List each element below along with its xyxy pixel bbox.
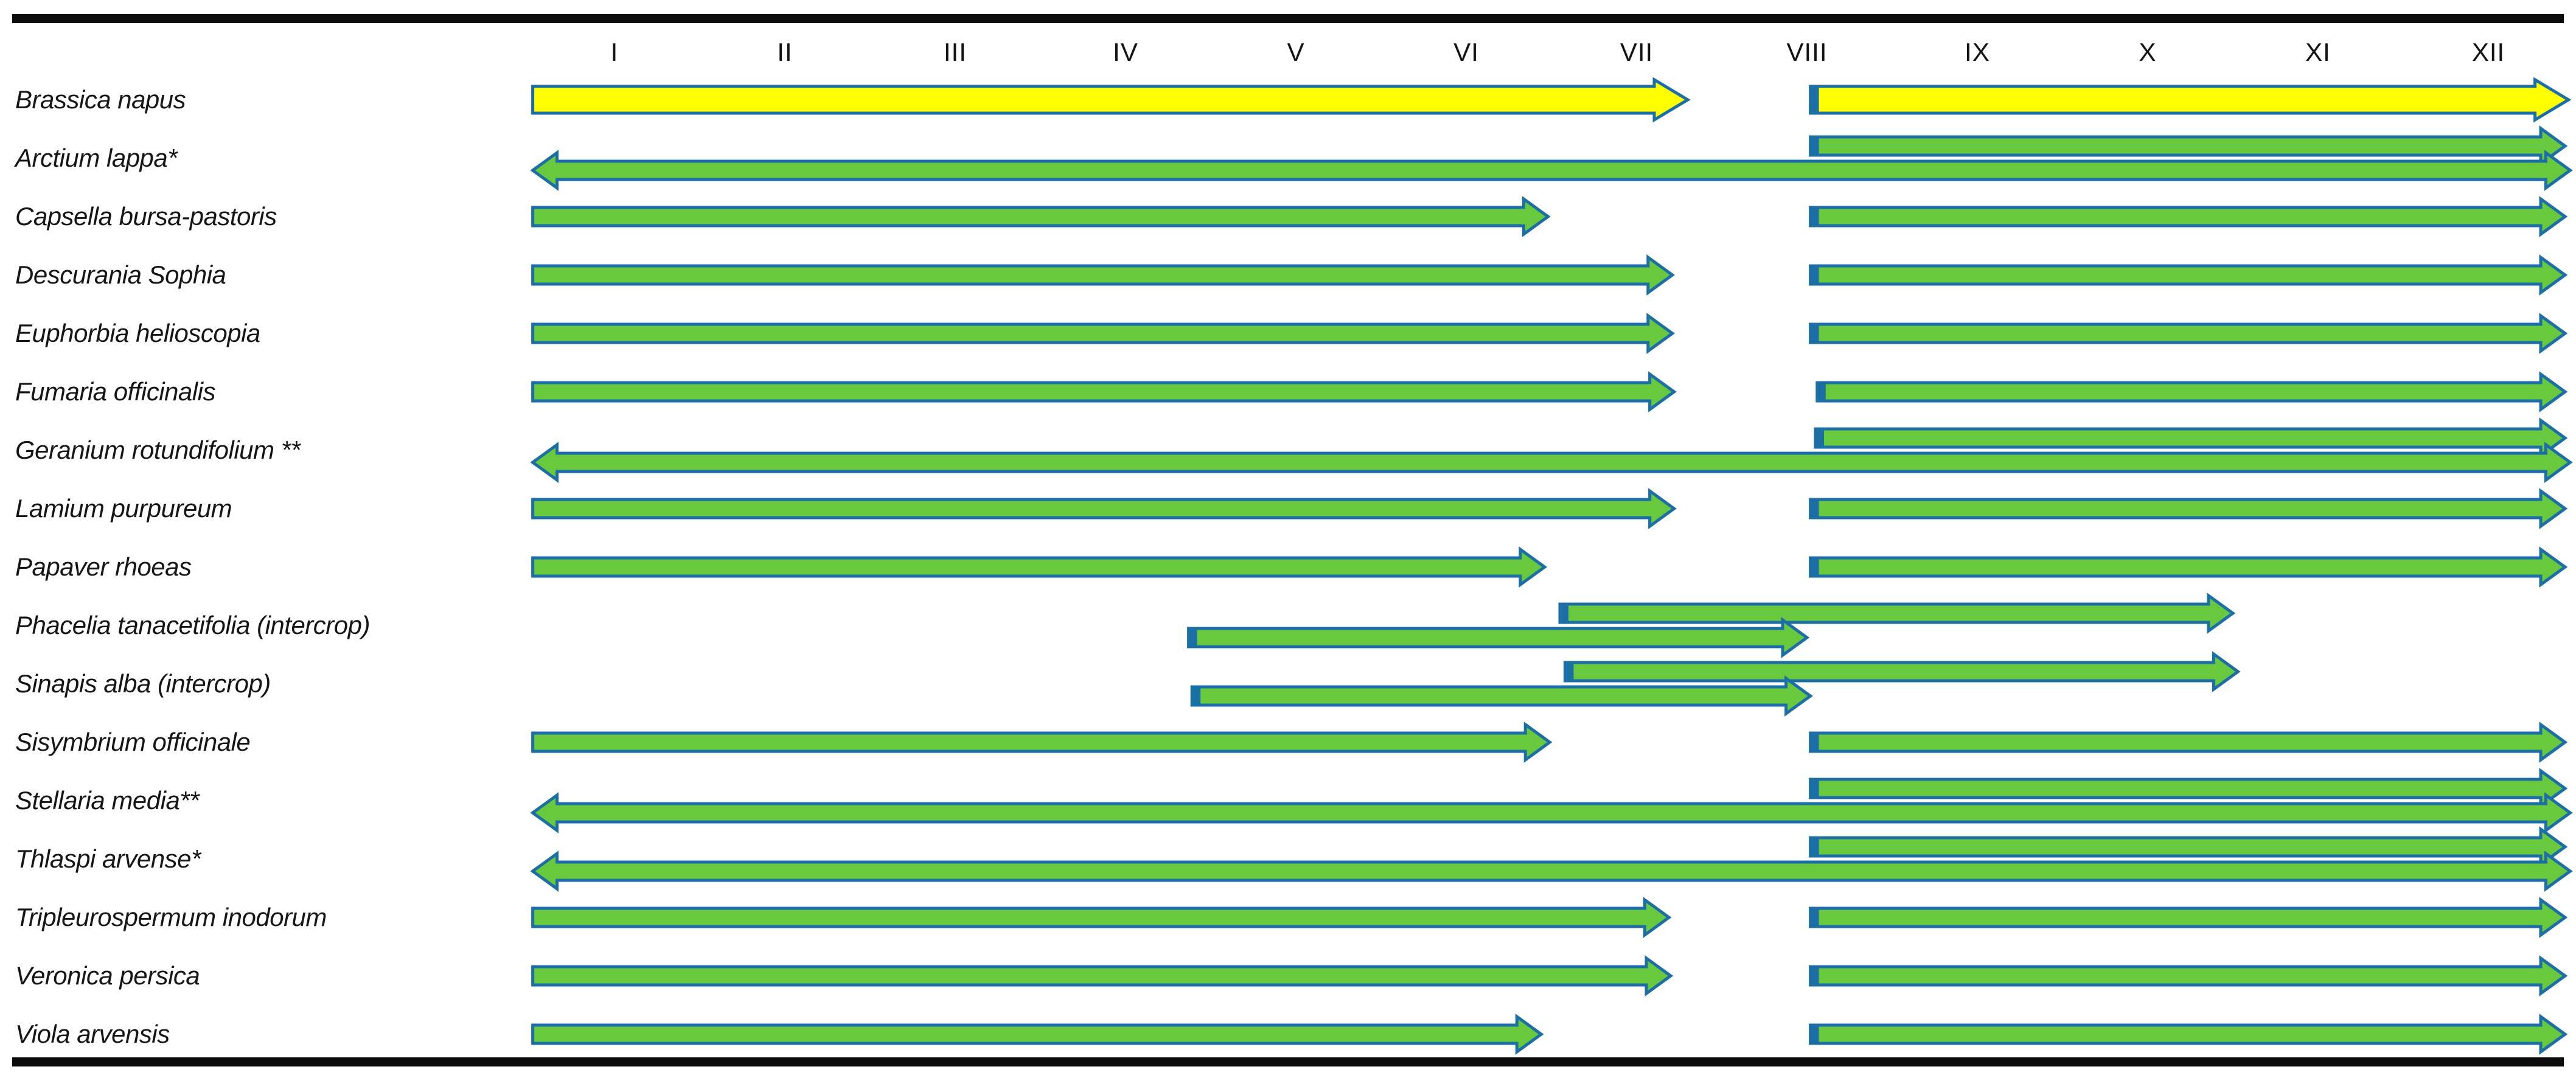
period-arrow-right-weed: [1809, 546, 2568, 588]
period-arrow-right-weed: [531, 196, 1551, 237]
species-label: Fumaria officinalis: [15, 377, 215, 406]
arrow-start-bar: [1809, 86, 1819, 114]
species-label: Euphorbia helioscopia: [15, 319, 260, 347]
period-arrow-both-weed: [530, 792, 2573, 833]
species-label: Viola arvensis: [15, 1020, 170, 1048]
arrow-start-bar: [1809, 966, 1819, 986]
arrow-start-bar: [1809, 207, 1819, 226]
period-arrow-right-weed: [531, 371, 1677, 412]
period-arrow-right-weed: [1809, 313, 2568, 354]
arrow-start-bar: [1809, 265, 1819, 285]
arrow-start-bar: [1809, 732, 1819, 752]
period-arrow-right-weed: [1563, 651, 2241, 692]
period-arrow-right-weed: [1809, 1014, 2568, 1055]
period-arrow-right-weed: [1809, 897, 2568, 938]
species-label: Descurania Sophia: [15, 260, 226, 289]
period-arrow-right-weed: [1815, 371, 2568, 412]
species-label: Lamium purpureum: [15, 494, 232, 523]
arrow-start-bar: [1815, 428, 1824, 448]
period-arrow-right-weed: [531, 546, 1548, 588]
species-label: Veronica persica: [15, 961, 200, 990]
species-label: Phacelia tanacetifolia (intercrop): [15, 611, 370, 639]
month-tick-label: II: [777, 38, 793, 66]
arrow-start-bar: [1188, 628, 1197, 647]
period-arrow-right-weed: [1190, 675, 1813, 717]
arrow-start-bar: [1564, 662, 1574, 681]
period-arrow-right-weed: [1809, 955, 2568, 997]
arrow-start-bar: [1809, 1025, 1819, 1044]
bottom-border-rule: [12, 1057, 2564, 1066]
month-tick-label: V: [1287, 38, 1305, 66]
species-label: Geranium rotundifolium **: [15, 436, 301, 464]
arrow-start-bar: [1809, 136, 1819, 156]
period-arrow-right-weed: [1809, 722, 2568, 763]
species-label: Sisymbrium officinale: [15, 728, 251, 756]
period-arrow-right-weed: [1809, 768, 2568, 809]
species-label: Arctium lappa*: [15, 144, 178, 172]
species-label: Sinapis alba (intercrop): [15, 669, 271, 698]
arrow-start-bar: [1809, 837, 1819, 857]
period-arrow-right-crop: [1809, 77, 2572, 123]
period-arrow-right-weed: [531, 1014, 1544, 1055]
arrow-start-bar: [1809, 324, 1819, 343]
period-arrow-right-weed: [1809, 125, 2568, 167]
arrow-start-bar: [1816, 382, 1826, 402]
arrow-start-bar: [1809, 779, 1819, 798]
period-arrow-right-weed: [1809, 196, 2568, 237]
species-label: Papaver rhoeas: [15, 552, 192, 581]
period-arrow-right-weed: [1558, 593, 2236, 634]
species-label: Tripleurospermum inodorum: [15, 903, 327, 931]
period-arrow-right-weed: [1809, 826, 2568, 868]
period-arrow-right-weed: [1809, 488, 2568, 529]
period-arrow-both-weed: [530, 442, 2573, 483]
species-label: Brassica napus: [15, 85, 186, 114]
species-label: Thlaspi arvense*: [15, 844, 201, 873]
period-arrow-right-weed: [531, 313, 1676, 354]
arrow-start-bar: [1191, 686, 1201, 706]
arrow-start-bar: [1809, 499, 1819, 518]
month-tick-label: XI: [2305, 38, 2331, 66]
period-arrow-right-weed: [531, 722, 1553, 763]
period-arrow-right-weed: [531, 955, 1674, 997]
period-arrow-right-weed: [531, 897, 1672, 938]
arrow-start-bar: [1559, 604, 1568, 623]
month-tick-label: VIII: [1786, 38, 1828, 66]
arrow-start-bar: [1809, 908, 1819, 927]
month-tick-label: IX: [1965, 38, 1990, 66]
top-border-rule: [12, 14, 2564, 23]
month-axis: I II III IV V VI VII VIII IX X XI XII: [0, 0, 2576, 79]
species-label: Capsella bursa-pastoris: [15, 202, 277, 231]
period-arrow-right-weed: [531, 254, 1676, 296]
month-tick-label: X: [2139, 38, 2157, 66]
month-tick-label: VII: [1620, 38, 1654, 66]
period-arrow-right-weed: [1814, 417, 2568, 459]
period-arrow-right-weed: [531, 488, 1677, 529]
arrow-start-bar: [1809, 557, 1819, 577]
month-tick-label: III: [943, 38, 967, 66]
month-tick-label: I: [610, 38, 619, 66]
period-arrow-both-weed: [530, 150, 2573, 191]
month-tick-label: IV: [1113, 38, 1138, 66]
species-label-column: Brassica napus Arctium lappa* Capsella bur…: [0, 0, 529, 1075]
month-tick-label: XII: [2471, 38, 2505, 66]
month-tick-label: VI: [1453, 38, 1479, 66]
period-arrow-right-weed: [1187, 617, 1810, 658]
period-arrow-right-crop: [531, 77, 1691, 123]
species-label: Stellaria media**: [15, 786, 200, 815]
period-arrow-right-weed: [1809, 254, 2568, 296]
period-arrow-both-weed: [530, 851, 2573, 892]
